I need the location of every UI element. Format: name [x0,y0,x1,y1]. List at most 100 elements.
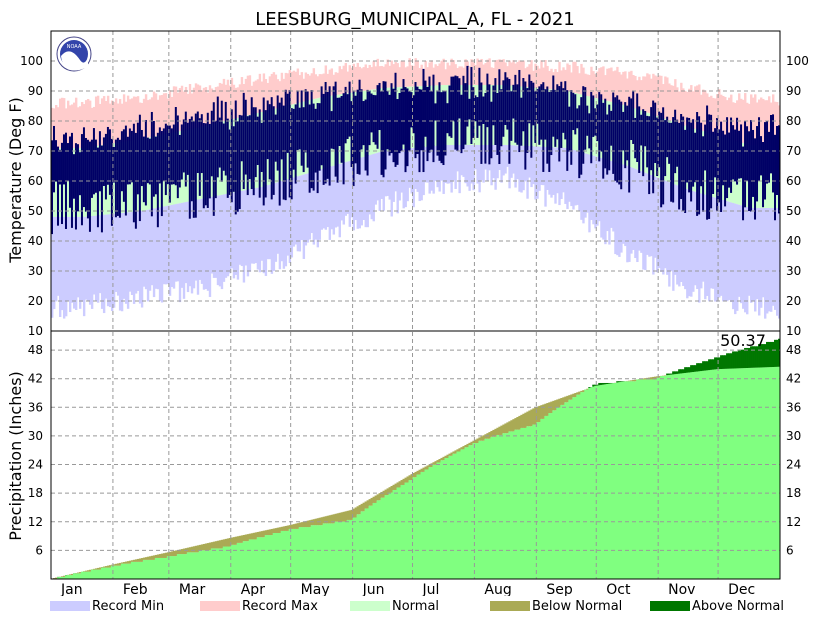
observed-temp-bar [190,116,194,202]
record-max-bar [486,59,489,85]
observed-temp-bar [226,118,230,198]
above-normal-bar [674,371,677,375]
record-min-bar [654,176,657,258]
record-min-bar [356,158,359,229]
normal-precip-bar [682,373,685,579]
normal-precip-bar [392,489,395,579]
normal-precip-bar [412,477,415,579]
record-max-bar [690,85,693,128]
record-max-bar [102,96,106,145]
normal-precip-bar [692,372,695,579]
record-max-bar [540,60,543,89]
record-max-bar [286,73,290,106]
below-normal-bar [406,476,409,483]
normal-precip-bar [366,508,369,579]
record-max-bar [436,65,439,86]
normal-precip-bar [374,502,377,579]
normal-precip-bar [124,563,128,579]
normal-precip-bar [126,563,130,579]
record-max-bar [92,106,96,147]
observed-temp-bar [132,123,136,223]
observed-temp-bar [162,128,166,182]
record-max-bar [154,93,158,137]
legend-record-max: Record Max [200,596,318,616]
record-max-bar [82,104,86,148]
record-max-bar [662,84,665,119]
record-max-bar [482,64,485,85]
below-normal-bar [356,506,359,515]
above-normal-bar [730,353,733,369]
normal-precip-bar [664,375,667,579]
record-max-bar [500,59,503,85]
record-min-bar [336,164,340,227]
below-normal-bar [516,417,519,430]
normal-precip-bar [558,407,561,579]
record-max-bar [668,83,671,121]
record-max-bar [380,65,383,89]
observed-temp-bar [342,93,345,185]
below-normal-bar [560,398,563,405]
observed-temp-bar [386,91,389,150]
record-min-bar [560,147,563,200]
normal-precip-bar [468,445,471,579]
observed-temp-bar [706,105,709,220]
normal-precip-bar [424,469,427,579]
observed-temp-bar [680,114,683,200]
precip-tick-right: 12 [786,515,801,529]
below-normal-bar [470,441,473,446]
normal-precip-bar [622,381,625,579]
below-normal-bar [492,429,495,437]
observed-temp-bar [364,99,367,171]
observed-temp-bar [758,117,761,182]
normal-precip-bar [494,436,497,579]
record-min-bar [436,145,439,188]
chart-title: LEESBURG_MUNICIPAL_A, FL - 2021 [255,9,574,30]
above-normal-bar [740,349,743,369]
record-max-bar [348,65,351,94]
record-max-bar [116,103,120,143]
record-min-bar [278,181,282,270]
below-normal-bar [214,541,218,549]
above-normal-bar [758,344,761,368]
record-min-bar [726,201,729,302]
precip-tick-left: 18 [28,486,43,500]
above-normal-bar [756,346,759,368]
observed-temp-bar [192,121,196,218]
above-normal-bar [596,384,599,386]
record-max-bar [678,91,681,124]
normal-precip-bar [330,523,334,579]
record-max-bar [290,71,294,105]
observed-temp-bar [256,116,260,165]
record-min-bar [428,146,431,194]
record-min-bar [746,207,749,315]
normal-precip-bar [298,527,302,579]
normal-precip-bar [454,453,457,579]
normal-precip-bar [198,550,202,579]
record-min-bar [464,145,467,184]
below-normal-bar [248,533,252,540]
observed-temp-bar [326,91,330,179]
normal-precip-bar [236,542,240,579]
record-min-bar [364,156,367,228]
record-min-bar [424,146,427,183]
below-normal-bar [302,521,306,528]
below-normal-bar [436,460,439,463]
normal-precip-bar [564,402,567,579]
below-normal-bar [132,559,136,562]
normal-precip-bar [464,447,467,579]
below-normal-bar [564,396,567,403]
record-min-bar [202,198,206,290]
observed-temp-bar [174,107,178,186]
normal-precip-bar [244,541,248,579]
normal-precip-bar [210,548,214,579]
observed-temp-bar [240,115,244,162]
above-normal-bar [690,365,693,373]
observed-temp-bar [88,141,92,232]
normal-precip-bar [442,460,445,579]
record-max-bar [260,81,264,112]
above-normal-bar [604,382,607,385]
observed-temp-bar [608,104,611,171]
observed-temp-bar [768,131,771,183]
record-min-bar [342,162,345,225]
record-min-bar [74,217,78,310]
